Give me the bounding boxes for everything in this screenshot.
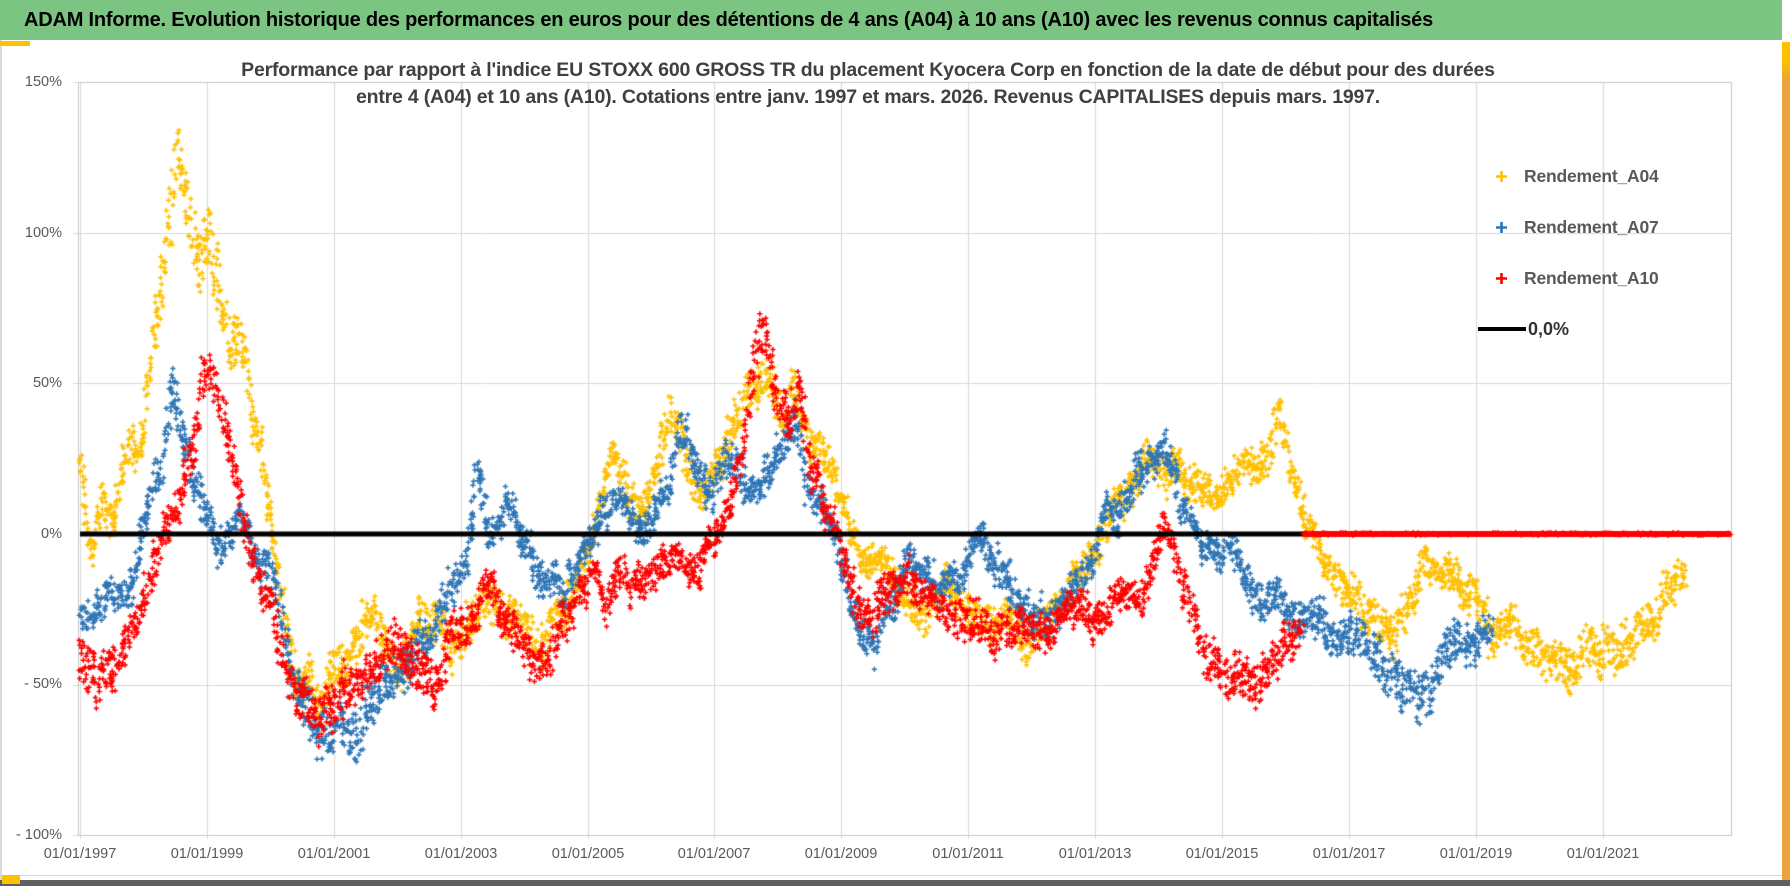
y-tick-neg50: - 50%	[24, 676, 62, 692]
y-tick-100: 100%	[24, 225, 62, 241]
x-tick-1999: 01/01/1999	[170, 846, 244, 862]
plus-marker-icon	[1490, 221, 1512, 234]
gold-corner-square	[2, 875, 20, 884]
chart-title-line2: entre 4 (A04) et 10 ans (A10). Cotations…	[356, 86, 1380, 108]
x-tick-2019: 01/01/2019	[1439, 846, 1513, 862]
legend-label: 0,0%	[1528, 318, 1570, 339]
y-tick-150: 150%	[24, 74, 62, 90]
x-tick-2007: 01/01/2007	[677, 846, 751, 862]
x-tick-1997: 01/01/1997	[43, 846, 117, 862]
chart-legend: Rendement_A04 Rendement_A07 Rendement_A1…	[1478, 162, 1659, 343]
legend-label: Rendement_A04	[1524, 165, 1659, 186]
legend-label: Rendement_A10	[1524, 267, 1659, 288]
x-tick-2013: 01/01/2013	[1058, 846, 1132, 862]
legend-item-rendement-a07[interactable]: Rendement_A07	[1490, 213, 1659, 241]
legend-label: Rendement_A07	[1524, 216, 1659, 237]
chart-title: Performance par rapport à l'indice EU ST…	[238, 57, 1498, 111]
plus-marker-icon	[1490, 272, 1512, 285]
x-tick-2011: 01/01/2011	[932, 846, 1004, 862]
legend-item-rendement-a04[interactable]: Rendement_A04	[1490, 162, 1659, 190]
plus-marker-icon	[1490, 170, 1512, 183]
x-tick-2015: 01/01/2015	[1185, 846, 1259, 862]
legend-item-zero-line[interactable]: 0,0%	[1478, 315, 1659, 343]
x-tick-2003: 01/01/2003	[424, 846, 498, 862]
x-tick-2005: 01/01/2005	[551, 846, 625, 862]
y-tick-neg100: - 100%	[16, 827, 62, 843]
x-tick-2009: 01/01/2009	[804, 846, 878, 862]
black-line-icon	[1478, 327, 1526, 331]
legend-item-rendement-a10[interactable]: Rendement_A10	[1490, 264, 1659, 292]
y-tick-50: 50%	[32, 375, 62, 391]
x-tick-2001: 01/01/2001	[297, 846, 371, 862]
y-tick-0: 0%	[41, 526, 62, 542]
x-tick-2021: 01/01/2021	[1566, 846, 1640, 862]
x-tick-2017: 01/01/2017	[1312, 846, 1386, 862]
chart-title-line1: Performance par rapport à l'indice EU ST…	[241, 59, 1495, 81]
